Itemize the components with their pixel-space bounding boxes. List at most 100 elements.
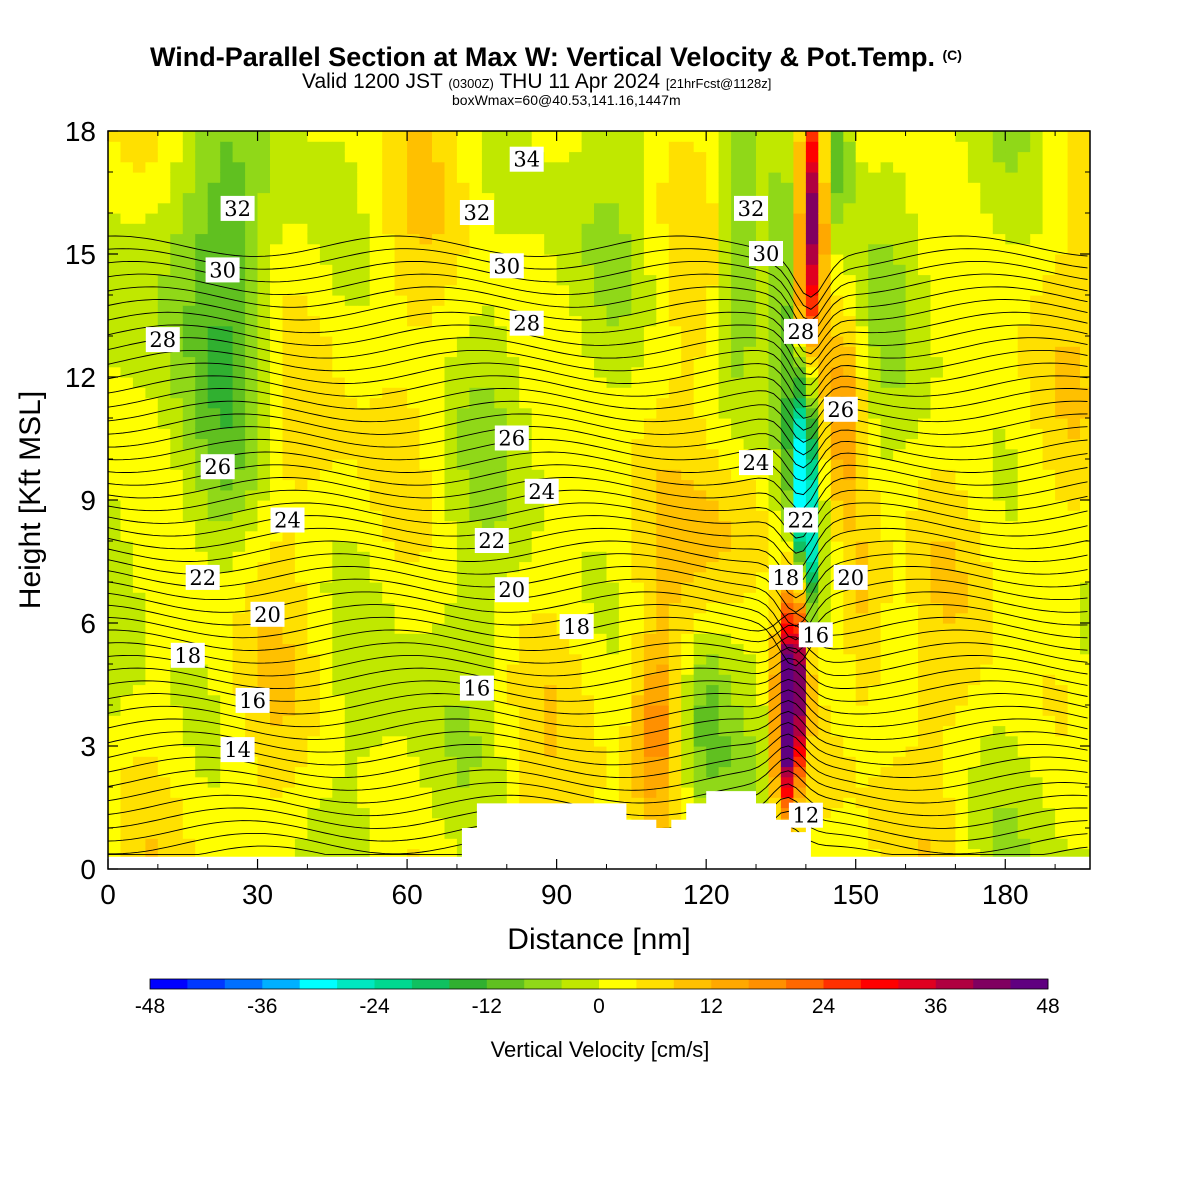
velocity-cell — [319, 274, 333, 286]
velocity-cell — [756, 325, 770, 337]
velocity-cell — [182, 469, 196, 481]
velocity-cell — [456, 161, 470, 173]
velocity-cell — [519, 602, 533, 614]
velocity-cell — [319, 223, 333, 235]
velocity-cell — [506, 233, 520, 245]
velocity-cell — [631, 141, 645, 153]
velocity-cell — [220, 428, 234, 440]
velocity-cell — [132, 674, 146, 686]
velocity-cell — [668, 756, 682, 768]
velocity-cell — [245, 848, 259, 860]
velocity-cell — [606, 582, 620, 593]
velocity-cell — [706, 356, 720, 368]
velocity-cell — [643, 725, 657, 737]
velocity-cell — [132, 192, 146, 204]
velocity-cell — [656, 766, 670, 778]
velocity-cell — [681, 746, 695, 757]
velocity-cell — [108, 510, 122, 522]
velocity-cell — [357, 725, 371, 737]
velocity-cell — [681, 295, 695, 306]
velocity-cell — [494, 315, 508, 327]
velocity-cell — [519, 366, 533, 378]
velocity-cell — [282, 459, 296, 470]
velocity-cell — [294, 284, 308, 296]
velocity-cell — [157, 592, 171, 604]
velocity-cell — [693, 602, 707, 614]
velocity-cell — [756, 582, 770, 593]
velocity-cell — [157, 746, 171, 757]
velocity-cell — [382, 623, 396, 634]
velocity-cell — [756, 561, 770, 573]
velocity-cell — [145, 254, 159, 265]
velocity-cell — [145, 530, 159, 542]
velocity-cell — [581, 356, 595, 368]
velocity-cell — [294, 571, 308, 583]
velocity-cell — [344, 612, 358, 624]
velocity-cell — [918, 213, 932, 224]
velocity-cell — [369, 592, 383, 604]
velocity-cell — [382, 305, 396, 317]
velocity-cell — [444, 172, 458, 183]
velocity-cell — [245, 520, 259, 532]
velocity-cell — [319, 541, 333, 552]
velocity-cell — [132, 377, 146, 388]
velocity-cell — [357, 151, 371, 163]
velocity-cell — [731, 715, 745, 727]
velocity-cell — [955, 469, 969, 481]
velocity-cell — [905, 684, 919, 696]
velocity-cell — [830, 705, 844, 716]
velocity-cell — [606, 448, 620, 460]
velocity-cell — [108, 295, 122, 306]
velocity-cell — [456, 489, 470, 501]
velocity-cell — [481, 592, 495, 604]
velocity-cell — [120, 735, 134, 747]
velocity-cell — [245, 797, 259, 809]
velocity-cell — [531, 643, 545, 655]
velocity-cell — [768, 643, 782, 655]
velocity-cell — [407, 705, 421, 716]
velocity-cell — [108, 541, 122, 552]
velocity-cell — [756, 684, 770, 696]
velocity-cell — [693, 151, 707, 163]
velocity-cell — [195, 315, 209, 327]
velocity-cell — [469, 653, 483, 665]
velocity-cell — [195, 592, 209, 604]
velocity-cell — [880, 418, 894, 429]
velocity-cell — [132, 202, 146, 214]
velocity-cell — [918, 356, 932, 368]
velocity-cell — [481, 510, 495, 522]
velocity-cell — [357, 643, 371, 655]
velocity-cell — [282, 202, 296, 214]
velocity-cell — [905, 336, 919, 347]
velocity-cell — [918, 172, 932, 183]
velocity-cell — [793, 643, 807, 655]
velocity-cell — [145, 735, 159, 747]
velocity-cell — [768, 377, 782, 388]
velocity-cell — [793, 612, 807, 624]
velocity-cell — [569, 131, 583, 142]
velocity-cell — [569, 694, 583, 706]
velocity-cell — [581, 489, 595, 501]
velocity-cell — [793, 797, 807, 809]
velocity-cell — [531, 582, 545, 593]
velocity-cell — [332, 295, 346, 306]
velocity-cell — [456, 182, 470, 194]
velocity-cell — [606, 151, 620, 163]
velocity-cell — [942, 746, 956, 757]
velocity-cell — [132, 653, 146, 665]
velocity-cell — [905, 151, 919, 163]
velocity-cell — [930, 325, 944, 337]
velocity-cell — [319, 418, 333, 429]
velocity-cell — [581, 582, 595, 593]
velocity-cell — [132, 725, 146, 737]
velocity-cell — [967, 807, 981, 819]
velocity-cell — [270, 807, 284, 819]
velocity-cell — [681, 510, 695, 522]
velocity-cell — [693, 213, 707, 224]
velocity-cell — [681, 715, 695, 727]
velocity-cell — [668, 182, 682, 194]
velocity-cell — [793, 284, 807, 296]
velocity-cell — [182, 151, 196, 163]
velocity-cell — [731, 141, 745, 153]
velocity-cell — [544, 582, 558, 593]
